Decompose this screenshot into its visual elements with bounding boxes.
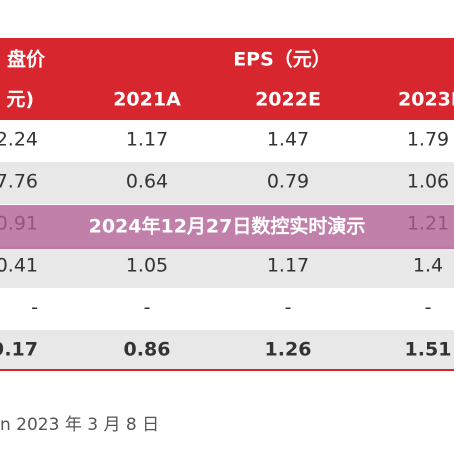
table-cell: 1.47 (267, 129, 309, 151)
table-cell: 1.26 (265, 339, 312, 361)
row-bg (0, 330, 454, 370)
table-cell: 7.76 (0, 171, 38, 193)
row-bg (0, 162, 454, 204)
table-cell: 1.17 (126, 129, 168, 151)
table-cell: - (144, 297, 151, 319)
overlay-band (0, 205, 454, 249)
table-cell: 1.17 (267, 255, 309, 277)
table-cell: - (425, 297, 432, 319)
table-cell: 0.41 (0, 255, 38, 277)
header-cell: 元) (6, 89, 34, 111)
table-cell: 1.05 (126, 255, 168, 277)
table-cell: 0.79 (267, 171, 309, 193)
overlay-text: 2024年12月27日数控实时演示 (89, 215, 366, 238)
table-header-bg (0, 38, 454, 120)
table-cell: 2.24 (0, 129, 38, 151)
header-cell: 盘价 (7, 48, 46, 71)
header-cell: 2023E (398, 89, 454, 111)
table-cell: 1.4 (413, 255, 443, 277)
header-cell: EPS（元） (233, 48, 331, 71)
table-cell: - (31, 297, 38, 319)
header-cell: 2022E (255, 89, 321, 111)
header-cell: 2021A (113, 89, 181, 111)
footer-date: n 2023 年 3 月 8 日 (0, 415, 159, 435)
table: 盘价 EPS（元） 元) 2021A 2022E 2023E 2.24 1.17 1.47 1.7… (0, 48, 454, 370)
row-bg (0, 246, 454, 288)
table-cell: 9.17 (0, 339, 38, 361)
table-cell: 1.06 (407, 171, 449, 193)
table-cell: 0.64 (126, 171, 168, 193)
table-cell: 0.86 (124, 339, 171, 361)
table-cell: 1.51 (405, 339, 452, 361)
table-cell: - (285, 297, 292, 319)
table-cell: 1.79 (407, 129, 449, 151)
